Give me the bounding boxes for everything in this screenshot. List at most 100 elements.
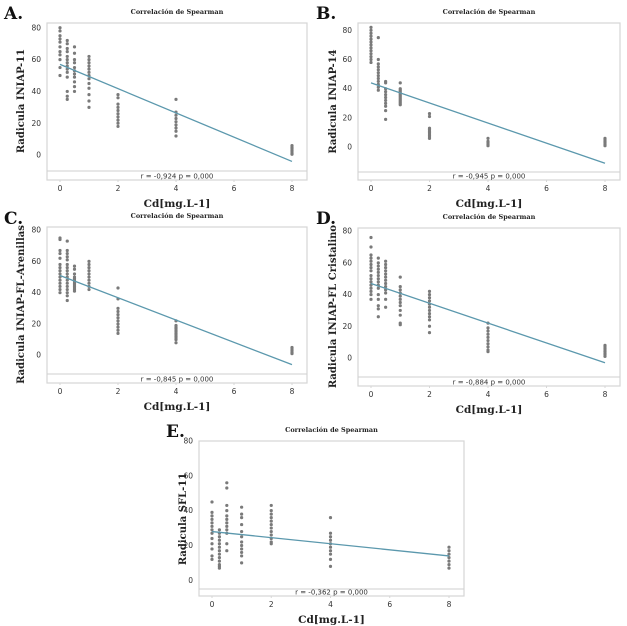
data-point	[486, 342, 490, 346]
data-point	[58, 278, 62, 282]
x-tick-label: 0	[210, 600, 215, 609]
y-tick-label: 40	[31, 87, 41, 96]
data-point	[240, 512, 244, 516]
data-point	[427, 324, 432, 328]
data-point	[174, 126, 178, 130]
data-point	[58, 34, 62, 38]
x-tick-label: 4	[328, 600, 333, 609]
data-point	[87, 70, 91, 74]
chart-panel-e: E. Correlación de Spearman r = -0,362 p = …	[160, 418, 480, 626]
data-point	[210, 510, 214, 514]
data-point	[174, 341, 178, 345]
data-point	[240, 516, 244, 520]
x-tick-label: 4	[174, 387, 179, 396]
data-point	[384, 297, 388, 301]
correlation-statistic: r = -0,845 p = 0,000	[141, 376, 214, 384]
data-point	[116, 121, 120, 125]
data-point	[65, 61, 69, 65]
data-point	[447, 566, 451, 570]
data-point	[384, 278, 388, 282]
data-point	[290, 152, 294, 156]
data-point	[225, 481, 229, 485]
data-point	[65, 38, 69, 43]
data-point	[116, 328, 120, 332]
y-axis-label: Radicula INIAP-11	[16, 49, 27, 153]
data-point	[398, 297, 402, 301]
y-tick-label: 80	[183, 437, 193, 446]
data-point	[210, 500, 214, 504]
data-point	[210, 514, 214, 518]
data-point	[376, 71, 380, 75]
data-point	[174, 123, 178, 127]
x-tick-label: 2	[116, 184, 121, 193]
data-point	[58, 58, 62, 62]
data-point	[369, 40, 373, 44]
data-point	[58, 248, 62, 253]
y-tick-label: 20	[31, 119, 41, 128]
y-tick-label: 80	[31, 23, 41, 32]
data-point	[65, 97, 69, 101]
y-tick-label: 20	[342, 322, 352, 331]
data-point	[486, 329, 490, 333]
data-point	[58, 50, 62, 54]
data-point	[376, 57, 380, 62]
data-point	[87, 262, 91, 267]
data-point	[369, 277, 373, 281]
chart-panel-b: B. Correlación de Spearman r = -0,945 p = …	[312, 0, 627, 210]
data-point	[210, 528, 214, 532]
data-point	[376, 315, 380, 319]
data-point	[427, 305, 432, 309]
y-axis-label: Radicula INIAP-14	[328, 49, 339, 153]
data-point	[328, 531, 333, 535]
data-point	[376, 88, 380, 92]
chart-panel-a: A. Correlación de Spearman r = -0,924 p = …	[0, 0, 312, 210]
data-point	[87, 99, 91, 103]
data-point	[376, 270, 380, 274]
data-point	[369, 46, 373, 50]
data-point	[369, 25, 373, 29]
y-tick-label: 0	[188, 576, 193, 585]
data-point	[384, 285, 388, 289]
data-point	[384, 272, 388, 276]
x-tick-label: 6	[544, 390, 549, 399]
data-point	[240, 561, 244, 565]
data-point	[427, 311, 432, 316]
data-point	[116, 322, 120, 326]
x-tick-label: 6	[232, 387, 237, 396]
data-point	[427, 308, 432, 313]
data-point	[398, 275, 402, 279]
correlation-statistic: r = -0,924 p = 0,000	[141, 173, 214, 181]
data-point	[376, 307, 380, 311]
data-point	[58, 256, 62, 260]
data-point	[269, 542, 273, 546]
data-point	[376, 297, 380, 301]
data-point	[384, 109, 388, 113]
data-points	[369, 25, 607, 148]
data-point	[210, 547, 214, 551]
data-point	[240, 540, 244, 544]
x-tick-label: 2	[427, 390, 432, 399]
data-point	[376, 273, 380, 278]
data-point	[116, 319, 120, 323]
data-point	[65, 269, 69, 273]
y-tick-label: 20	[183, 541, 193, 550]
data-point	[116, 309, 120, 314]
data-point	[369, 297, 373, 301]
data-point	[376, 73, 380, 78]
y-tick-label: 0	[36, 351, 41, 360]
data-point	[65, 287, 69, 292]
data-point	[486, 136, 490, 141]
data-point	[65, 70, 69, 74]
data-point	[384, 281, 388, 286]
data-point	[210, 521, 214, 525]
data-point	[174, 113, 178, 117]
y-tick-label: 80	[342, 26, 352, 35]
data-point	[225, 524, 229, 528]
x-tick-label: 4	[174, 184, 179, 193]
x-tick-label: 2	[269, 600, 274, 609]
data-point	[384, 98, 388, 103]
data-point	[427, 292, 432, 297]
data-point	[58, 29, 62, 33]
data-point	[269, 529, 273, 534]
data-point	[87, 67, 91, 71]
